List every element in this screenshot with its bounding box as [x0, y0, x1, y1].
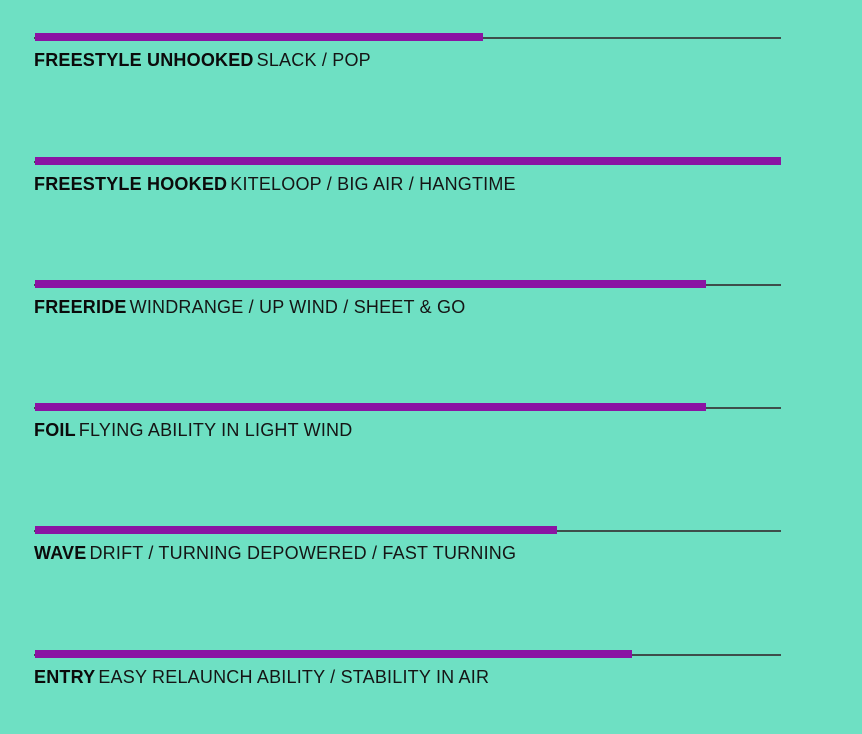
rating-label: WAVE DRIFT / TURNING DEPOWERED / FAST TUR… — [34, 542, 516, 564]
rating-description: EASY RELAUNCH ABILITY / STABILITY IN AIR — [98, 667, 490, 687]
rating-label: FOIL FLYING ABILITY IN LIGHT WIND — [34, 419, 352, 441]
rating-name: ENTRY — [34, 667, 96, 687]
rating-label: FREESTYLE UNHOOKED SLACK / POP — [34, 49, 371, 71]
rating-fill — [35, 280, 706, 288]
rating-description: FLYING ABILITY IN LIGHT WIND — [78, 420, 353, 440]
rating-fill — [35, 33, 483, 41]
rating-bar — [34, 157, 781, 167]
rating-fill — [35, 526, 557, 534]
rating-description: WINDRANGE / UP WIND / SHEET & GO — [129, 297, 466, 317]
rating-bar — [34, 33, 781, 43]
rating-name: FREESTYLE UNHOOKED — [34, 50, 254, 70]
rating-bar — [34, 526, 781, 536]
rating-label: FREERIDE WINDRANGE / UP WIND / SHEET & GO — [34, 296, 465, 318]
rating-bar — [34, 403, 781, 413]
rating-name: FREESTYLE HOOKED — [34, 174, 228, 194]
rating-description: KITELOOP / BIG AIR / HANGTIME — [230, 174, 516, 194]
rating-label: FREESTYLE HOOKED KITELOOP / BIG AIR / HAN… — [34, 173, 516, 195]
rating-description: SLACK / POP — [256, 50, 371, 70]
rating-name: WAVE — [34, 543, 87, 563]
rating-fill — [35, 650, 632, 658]
rating-label: ENTRY EASY RELAUNCH ABILITY / STABILITY I… — [34, 666, 489, 688]
rating-bar — [34, 650, 781, 660]
rating-fill — [35, 403, 706, 411]
rating-fill — [35, 157, 781, 165]
rating-description: DRIFT / TURNING DEPOWERED / FAST TURNING — [89, 543, 517, 563]
rating-bar — [34, 280, 781, 290]
rating-name: FREERIDE — [34, 297, 127, 317]
rating-name: FOIL — [34, 420, 76, 440]
